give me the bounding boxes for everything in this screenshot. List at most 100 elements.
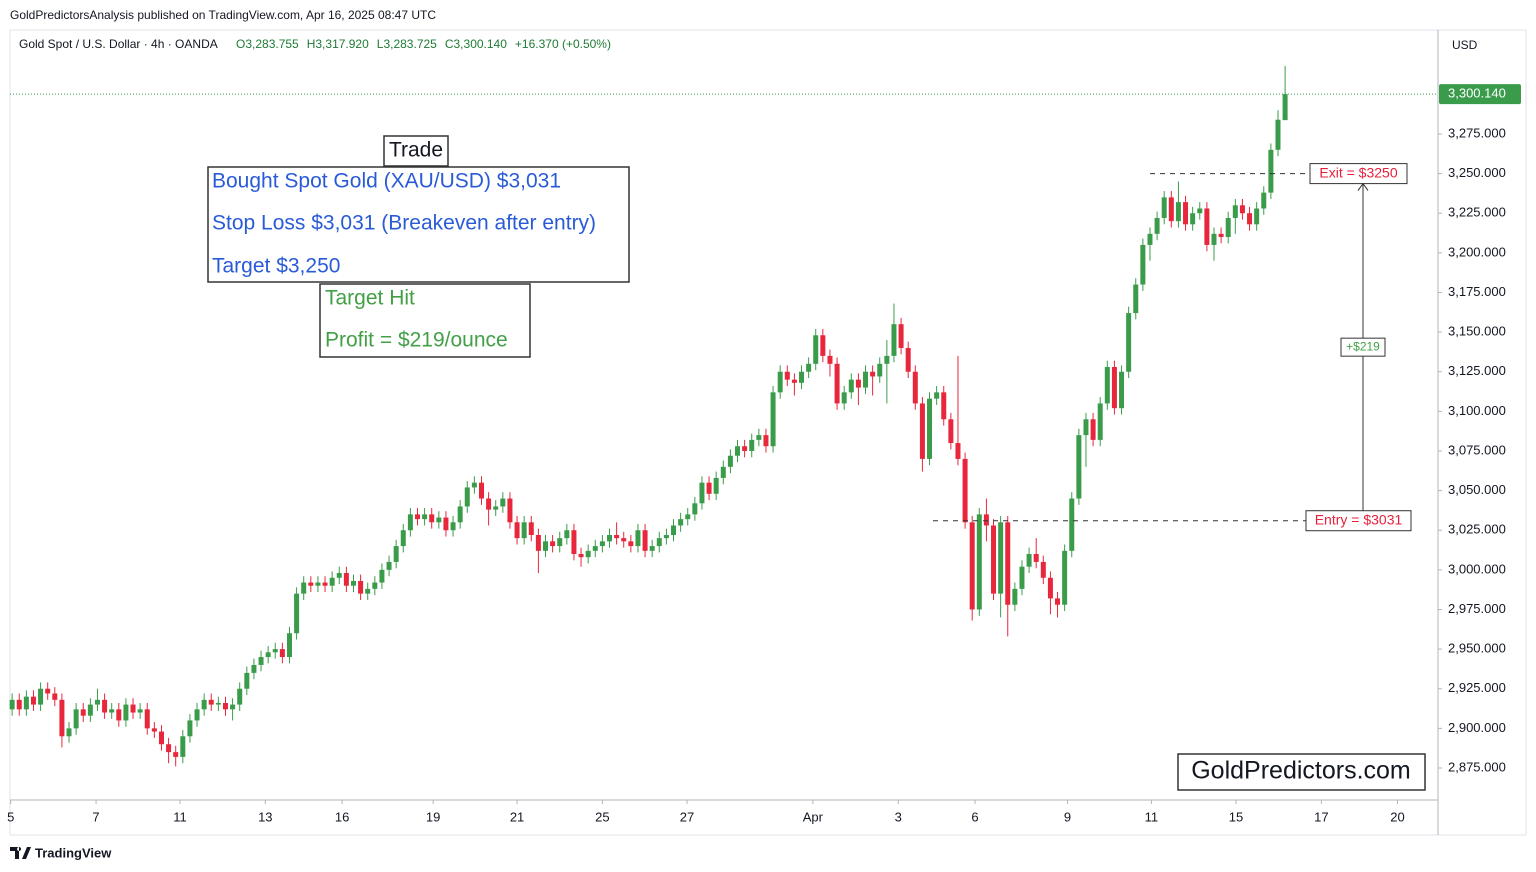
y-tick-label: 3,100.000 xyxy=(1448,403,1506,418)
candle-body xyxy=(1083,419,1089,436)
candle-body xyxy=(222,702,228,710)
candle-body xyxy=(919,403,925,459)
candle-body xyxy=(884,355,890,364)
candle-body xyxy=(386,561,392,570)
candle-body xyxy=(30,696,36,705)
candle-body xyxy=(1040,561,1046,578)
candle-body xyxy=(820,335,826,356)
candle-body xyxy=(1247,213,1253,225)
candle-body xyxy=(1019,566,1025,589)
candle-body xyxy=(891,324,897,356)
candle-body xyxy=(770,392,776,447)
candle-body xyxy=(905,347,911,372)
level-label: Exit = $3250 xyxy=(1319,164,1397,180)
candle-body xyxy=(543,541,548,551)
candle-body xyxy=(1154,217,1160,234)
candle-body xyxy=(1261,192,1267,209)
candle-body xyxy=(436,517,442,523)
candle-body xyxy=(706,482,712,494)
candle-body xyxy=(955,443,961,459)
candle-body xyxy=(414,514,420,520)
candle-body xyxy=(258,657,264,665)
move-box xyxy=(1340,337,1386,357)
x-tick-label: 27 xyxy=(680,809,694,824)
x-tick-label: 6 xyxy=(971,809,978,824)
candle-body xyxy=(294,593,300,634)
candle-body xyxy=(500,498,506,507)
candle-body xyxy=(1026,554,1032,567)
x-tick-label: 3 xyxy=(895,809,902,824)
candle-body xyxy=(23,696,29,710)
candle-body xyxy=(1239,205,1245,214)
candle-body xyxy=(557,538,563,547)
candle-body xyxy=(855,379,861,388)
candle-body xyxy=(87,704,93,716)
candle-body xyxy=(493,506,499,510)
candle-body xyxy=(322,582,328,586)
x-tick-label: 16 xyxy=(335,809,349,824)
candle-body xyxy=(45,688,51,694)
y-tick-label: 3,275.000 xyxy=(1448,125,1506,140)
candle-body xyxy=(649,546,655,551)
candle-body xyxy=(550,541,556,547)
candle-body xyxy=(934,392,940,399)
candle-body xyxy=(784,371,790,380)
candle-body xyxy=(621,538,627,542)
candle-body xyxy=(59,699,65,737)
x-tick-label: 19 xyxy=(426,809,440,824)
candle-body xyxy=(941,392,947,420)
x-tick-label: 5 xyxy=(7,809,14,824)
candle-body xyxy=(635,530,641,547)
ohlc-legend: O3,283.755 H3,317.920 L3,283.725 C3,300.140… xyxy=(236,37,611,51)
candle-body xyxy=(799,371,805,383)
candle-body xyxy=(976,514,982,610)
candle-body xyxy=(336,573,342,578)
candle-body xyxy=(343,573,349,586)
candle-body xyxy=(365,588,371,594)
candle-body xyxy=(308,582,314,586)
candle-body xyxy=(180,736,186,757)
candle-body xyxy=(1111,366,1117,409)
x-tick-label: 11 xyxy=(173,809,187,824)
x-tick-label: 25 xyxy=(595,809,609,824)
candle-body xyxy=(863,371,869,388)
candle-body xyxy=(1005,522,1011,605)
candle-body xyxy=(678,519,684,526)
candle-body xyxy=(407,514,413,531)
symbol: Gold Spot / U.S. Dollar · 4h · OANDA xyxy=(19,37,218,51)
candle-body xyxy=(151,728,157,732)
candle-body xyxy=(372,582,378,589)
candle-body xyxy=(251,664,257,673)
candle-body xyxy=(429,514,435,523)
x-tick-label: 20 xyxy=(1390,809,1404,824)
candle-body xyxy=(80,709,86,716)
x-tick-label: 11 xyxy=(1145,809,1159,824)
ohlc-value: L3,283.725 xyxy=(377,37,437,51)
candle-body xyxy=(1197,208,1203,214)
candle-body xyxy=(471,482,477,488)
x-tick-label: 17 xyxy=(1314,809,1328,824)
candle-body xyxy=(1232,205,1238,218)
level-label: Entry = $3031 xyxy=(1315,511,1403,527)
last-price-label: 3,300.140 xyxy=(1448,86,1506,101)
candle-body xyxy=(535,534,541,551)
candle-body xyxy=(1147,233,1153,245)
candle-body xyxy=(1090,419,1096,440)
trade-line: Bought Spot Gold (XAU/USD) $3,031 xyxy=(212,170,561,193)
result-box xyxy=(319,283,531,358)
x-tick-label: 13 xyxy=(258,809,272,824)
y-tick-label: 3,200.000 xyxy=(1448,244,1506,259)
move-label: +$219 xyxy=(1346,339,1380,353)
y-tick-label: 3,125.000 xyxy=(1448,363,1506,378)
candle-body xyxy=(671,525,677,535)
candle-body xyxy=(791,379,797,383)
result-line: Profit = $219/ounce xyxy=(325,329,508,352)
x-tick-label: 7 xyxy=(92,809,99,824)
candle-body xyxy=(827,355,833,364)
y-tick-label: 3,025.000 xyxy=(1448,522,1506,537)
candle-body xyxy=(1126,313,1132,372)
candle-body xyxy=(834,363,840,404)
candle-body xyxy=(599,541,605,547)
candle-body xyxy=(1140,244,1146,285)
candle-body xyxy=(578,554,584,558)
